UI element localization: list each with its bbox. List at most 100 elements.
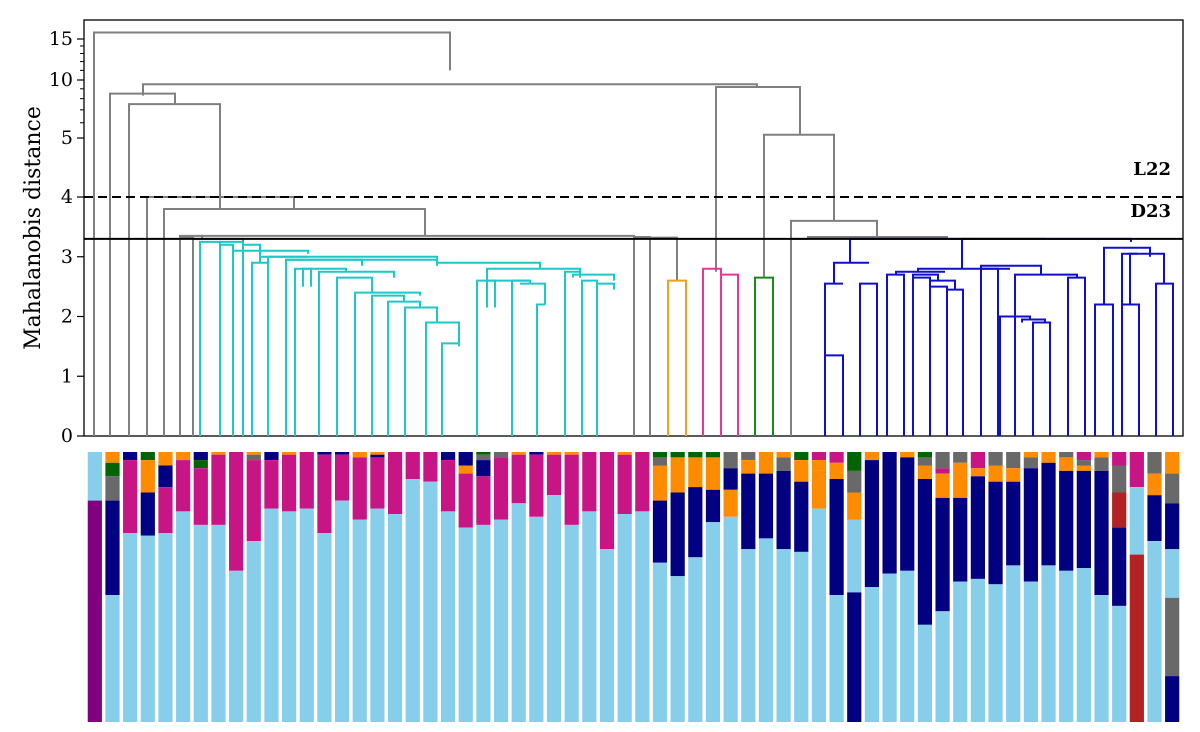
composition-bar-segment bbox=[811, 470, 827, 509]
dendrogram-link bbox=[1129, 252, 1165, 305]
composition-bar-segment bbox=[688, 487, 703, 558]
composition-bar-segment bbox=[1129, 554, 1144, 722]
composition-bar-segment bbox=[229, 570, 244, 722]
composition-bar-segment bbox=[246, 541, 261, 722]
composition-bar-segment bbox=[140, 452, 155, 461]
dendrogram-link bbox=[1067, 276, 1086, 436]
composition-bar-segment bbox=[599, 549, 615, 722]
composition-bar-segment bbox=[1147, 541, 1162, 722]
composition-bar-segment bbox=[387, 452, 403, 515]
composition-bar-segment bbox=[582, 452, 597, 512]
composition-bar-segment bbox=[1165, 452, 1180, 474]
composition-bar-segment bbox=[246, 454, 261, 461]
dendrogram-link bbox=[929, 285, 948, 436]
composition-bar-segment bbox=[105, 462, 120, 477]
composition-bar-segment bbox=[423, 452, 438, 482]
composition-bar-segment bbox=[1023, 581, 1038, 722]
y-tick-label: 1 bbox=[61, 365, 73, 387]
composition-bar-segment bbox=[705, 522, 721, 722]
composition-bar-segment bbox=[723, 452, 738, 469]
y-tick-label: 5 bbox=[61, 127, 73, 149]
composition-bar-segment bbox=[105, 476, 120, 501]
composition-bar-segment bbox=[847, 519, 862, 593]
dendrogram-link bbox=[219, 243, 234, 436]
dendrogram-link bbox=[999, 315, 1016, 436]
composition-bar-segment bbox=[1112, 527, 1127, 606]
composition-bar-segment bbox=[140, 460, 155, 493]
composition-bar-segment bbox=[1165, 473, 1180, 504]
dendrogram-link bbox=[146, 196, 295, 436]
composition-bar-segment bbox=[546, 495, 562, 722]
y-tick-label: 0 bbox=[61, 425, 73, 447]
composition-bar-segment bbox=[211, 454, 226, 525]
composition-bar-segment bbox=[688, 457, 703, 488]
composition-bar-segment bbox=[970, 452, 985, 469]
composition-bar-segment bbox=[688, 452, 703, 458]
composition-bar-segment bbox=[440, 452, 456, 461]
composition-bar-segment bbox=[264, 508, 279, 722]
composition-bar-segment bbox=[105, 452, 120, 463]
composition-bar-segment bbox=[988, 452, 1003, 466]
dendrogram-link bbox=[1014, 273, 1078, 317]
composition-bar-segment bbox=[776, 549, 791, 722]
composition-bar-segment bbox=[723, 516, 738, 722]
composition-bar-segment bbox=[299, 508, 314, 722]
composition-bar-segment bbox=[1112, 465, 1127, 493]
composition-bar-segment bbox=[529, 516, 544, 722]
composition-bar-segment bbox=[493, 452, 509, 458]
composition-bar-segment bbox=[105, 595, 120, 722]
dendrogram-link bbox=[572, 273, 615, 281]
composition-bar-segment bbox=[140, 535, 155, 722]
dendrogram-link bbox=[387, 300, 421, 436]
composition-bar-segment bbox=[917, 479, 933, 625]
composition-bar-segment bbox=[970, 468, 985, 477]
composition-bar-segment bbox=[953, 452, 968, 463]
composition-bar-segment bbox=[87, 452, 102, 501]
composition-bar-segment bbox=[529, 452, 544, 455]
composition-bar-segment bbox=[794, 481, 809, 552]
composition-bar-segment bbox=[882, 573, 897, 722]
composition-bar-segment bbox=[440, 460, 456, 512]
dendrogram-link bbox=[436, 261, 541, 269]
dendrogram-link bbox=[1121, 303, 1140, 436]
composition-bar-segment bbox=[458, 473, 473, 528]
composition-bar-segment bbox=[317, 533, 332, 722]
composition-bar-segment bbox=[670, 492, 685, 577]
dendrogram-link bbox=[486, 267, 581, 281]
composition-bar-segment bbox=[1112, 492, 1127, 528]
composition-bar-segment bbox=[635, 511, 650, 722]
dendrogram-link bbox=[1103, 246, 1151, 305]
composition-bar-segment bbox=[882, 452, 897, 574]
composition-bar-segment bbox=[158, 533, 173, 722]
dendrogram-link bbox=[980, 264, 1042, 275]
composition-bar-segment bbox=[1076, 568, 1091, 722]
composition-bar-segment bbox=[493, 457, 509, 520]
composition-bar-segment bbox=[458, 465, 473, 474]
dendrogram-link bbox=[425, 321, 460, 436]
composition-bar-segment bbox=[105, 500, 120, 596]
composition-bar-segment bbox=[511, 503, 526, 722]
composition-bar-segment bbox=[334, 454, 350, 501]
dendrogram-link bbox=[790, 237, 808, 436]
composition-bar-segment bbox=[935, 473, 950, 498]
y-tick-label: 2 bbox=[61, 306, 73, 328]
composition-bar-segment bbox=[264, 460, 279, 509]
dendrogram-link bbox=[581, 279, 598, 436]
composition-bar-segment bbox=[158, 452, 173, 466]
composition-bar-segment bbox=[193, 460, 208, 469]
composition-bar-segment bbox=[741, 452, 756, 461]
dendrogram-link bbox=[318, 270, 395, 436]
composition-bar-segment bbox=[317, 454, 332, 533]
composition-bar-segment bbox=[476, 452, 491, 455]
composition-bar-segment bbox=[458, 452, 473, 466]
composition-bar-segment bbox=[1165, 676, 1180, 722]
composition-bar-segment bbox=[617, 452, 632, 455]
composition-bar-segment bbox=[953, 497, 968, 582]
composition-bar-segment bbox=[670, 452, 685, 458]
composition-bar-segment bbox=[705, 489, 721, 523]
composition-bar-segment bbox=[1059, 452, 1074, 458]
composition-bar-segment bbox=[264, 452, 279, 461]
composition-bar-segment bbox=[352, 519, 367, 722]
composition-bar-segment bbox=[246, 452, 261, 455]
dendrogram-link bbox=[596, 282, 615, 436]
